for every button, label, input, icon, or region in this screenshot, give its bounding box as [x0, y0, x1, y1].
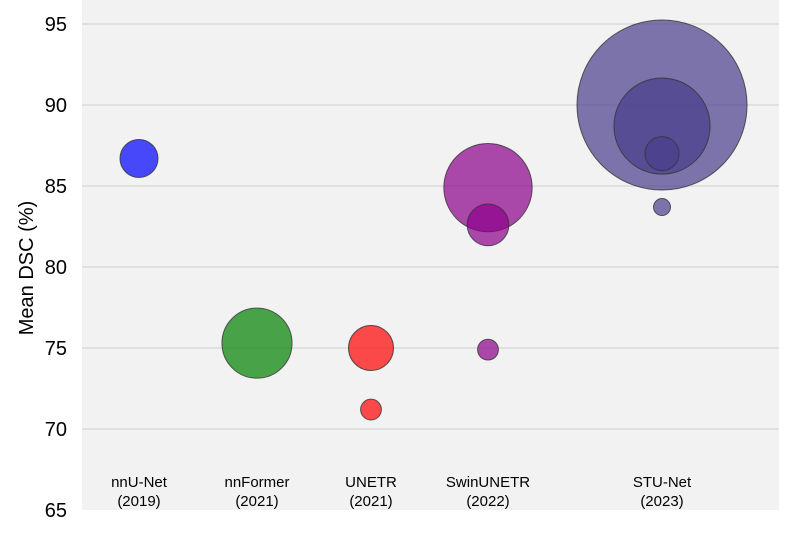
category-year: (2019) — [117, 493, 160, 510]
bubble — [348, 325, 394, 371]
category-label: STU-Net — [633, 474, 692, 491]
y-tick-label: 75 — [45, 338, 67, 360]
category-label: UNETR — [345, 474, 397, 491]
y-tick-label: 70 — [45, 419, 67, 441]
bubble — [477, 338, 499, 361]
bubbles — [119, 19, 748, 421]
y-axis-label: Mean DSC (%) — [16, 201, 38, 335]
y-tick-label: 80 — [45, 257, 67, 279]
category-label: nnU-Net — [111, 474, 168, 491]
bubble — [644, 136, 680, 172]
category-year: (2023) — [640, 493, 683, 510]
y-tick-label: 85 — [45, 176, 67, 198]
bubble — [466, 203, 510, 247]
category-labels: nnU-Net (2019) nnFormer (2021) UNETR (2021) Sw… — [111, 474, 692, 510]
y-tick-labels: 65 70 75 80 85 90 95 — [45, 14, 67, 522]
y-tick-label: 95 — [45, 14, 67, 36]
category-year: (2021) — [235, 493, 278, 510]
y-tick-label: 90 — [45, 95, 67, 117]
bubble — [221, 307, 293, 379]
bubble — [613, 77, 711, 175]
bubble — [119, 138, 159, 178]
bubble — [360, 398, 382, 421]
category-label: SwinUNETR — [446, 474, 530, 491]
y-tick-label: 65 — [45, 500, 67, 522]
category-year: (2021) — [349, 493, 392, 510]
bubble — [653, 198, 671, 217]
category-label: nnFormer — [224, 474, 289, 491]
category-year: (2022) — [466, 493, 509, 510]
